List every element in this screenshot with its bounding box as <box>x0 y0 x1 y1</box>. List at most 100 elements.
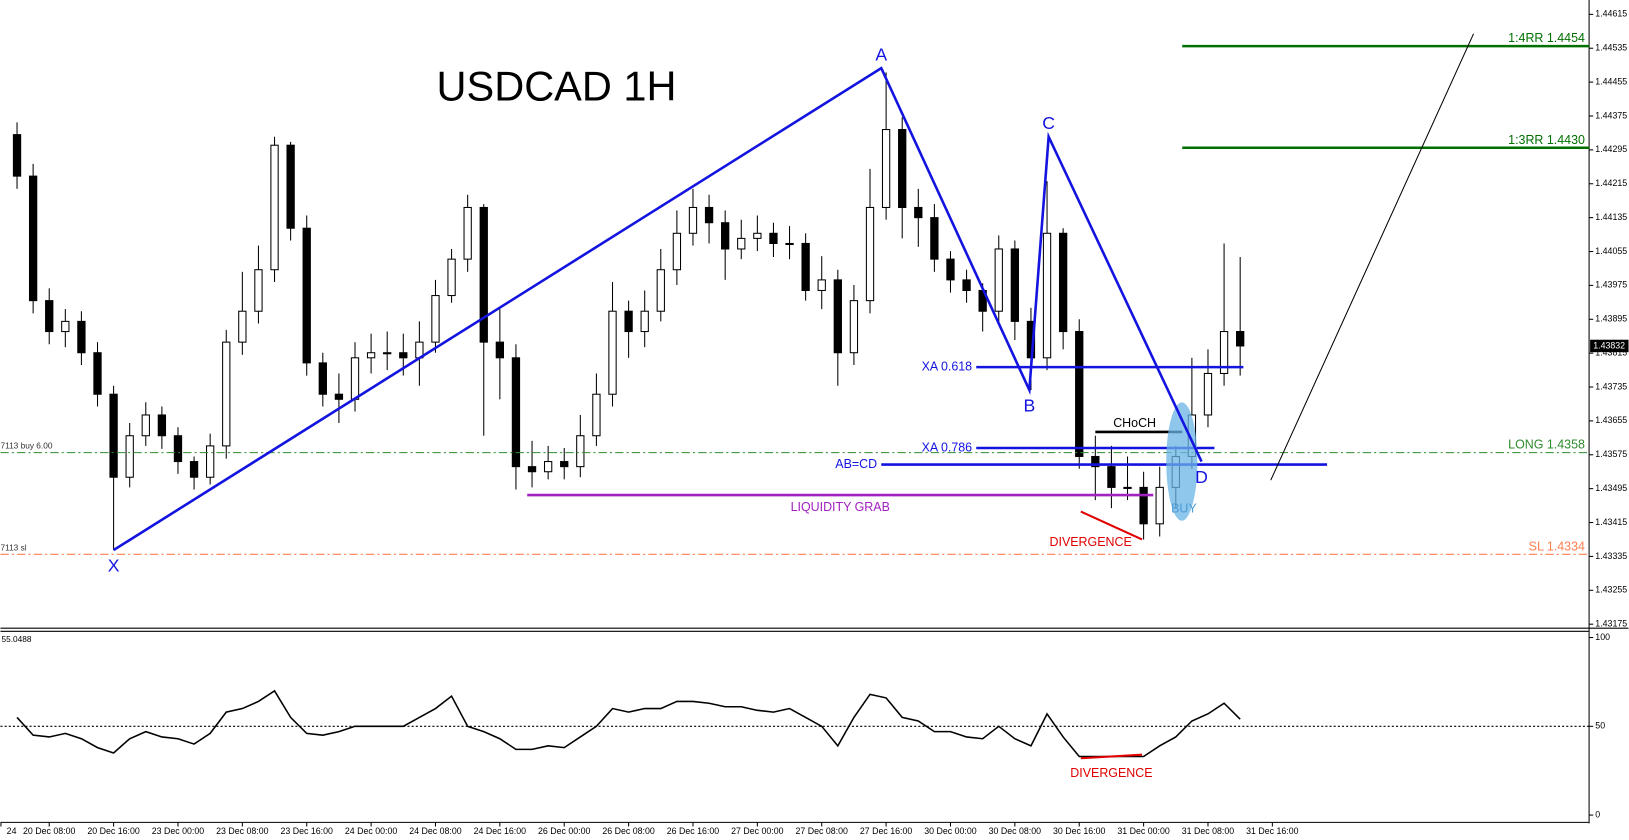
indicator-line <box>16 689 1241 758</box>
y-tick-label: 1.44615 <box>1595 9 1627 19</box>
segment-label: AB=CD <box>835 457 877 471</box>
candle-body <box>302 227 311 364</box>
candle-body <box>1236 331 1245 347</box>
x-tick-label: 30 Dec 08:00 <box>989 826 1042 836</box>
candle-body <box>270 144 279 271</box>
pattern-point-label: A <box>875 44 887 64</box>
segment-label: LIQUIDITY GRAB <box>791 500 890 514</box>
candle-body <box>318 362 327 395</box>
x-tick-label: 26 Dec 16:00 <box>667 826 720 836</box>
candle-body <box>1123 486 1132 489</box>
y-tick-label: 50 <box>1595 721 1605 731</box>
candle-body <box>1091 455 1100 468</box>
candle-body <box>1107 466 1116 488</box>
candle-body <box>592 393 601 437</box>
level-left-label: 7113 buy 6.00 <box>0 441 52 451</box>
level-label: SL 1.4334 <box>1529 539 1585 553</box>
candle-body <box>1219 331 1229 374</box>
x-tick-label: 27 Dec 08:00 <box>796 826 849 836</box>
x-tick-label: 26 Dec 08:00 <box>602 826 655 836</box>
divergence-label: DIVERGENCE <box>1070 766 1152 780</box>
candle-body <box>12 134 22 177</box>
segment-label: CHoCH <box>1113 416 1156 430</box>
candle-body <box>704 206 714 224</box>
candle-body <box>1058 232 1068 333</box>
x-tick-label: 23 Dec 00:00 <box>152 826 205 836</box>
candle-body <box>656 269 665 312</box>
candle-body <box>173 435 183 463</box>
candle-body <box>849 300 859 354</box>
candle-body <box>624 310 633 333</box>
x-tick-label: 31 Dec 00:00 <box>1117 826 1170 836</box>
y-tick-label: 1.43335 <box>1595 551 1627 561</box>
candle-body <box>785 242 794 246</box>
candle-body <box>61 320 70 333</box>
candle-body <box>45 300 54 333</box>
candle-body <box>463 206 472 260</box>
chart-title: USDCAD 1H <box>437 62 677 109</box>
candle-body <box>366 352 376 359</box>
y-tick-label: 1.43655 <box>1595 415 1627 425</box>
x-tick-label: 24 Dec 08:00 <box>409 826 462 836</box>
y-tick-label: 1.43975 <box>1595 280 1627 290</box>
x-tick-label: 20 Dec 08:00 <box>23 826 76 836</box>
candle-body <box>28 175 38 302</box>
candle-body <box>930 217 939 260</box>
candle-body <box>608 310 617 395</box>
x-tick-label: 26 Dec 00:00 <box>538 826 591 836</box>
y-tick-label: 1.43175 <box>1595 619 1627 629</box>
candle-body <box>189 461 199 478</box>
y-tick-label: 1.44535 <box>1595 43 1627 53</box>
candle-body <box>254 269 263 312</box>
candle-body <box>77 320 86 354</box>
divergence-line <box>1080 753 1143 760</box>
candle-body <box>447 258 456 297</box>
x-tick-label: 31 Dec 16:00 <box>1246 826 1299 836</box>
candle-body <box>865 206 875 302</box>
level-label: LONG 1.4358 <box>1508 438 1585 452</box>
y-tick-label: 1.43895 <box>1595 314 1627 324</box>
x-tick-label: 24 <box>7 826 17 836</box>
pattern-point-label: X <box>108 555 120 575</box>
candle-body <box>737 237 746 250</box>
candle-body <box>399 352 408 359</box>
y-tick-label: 1.43495 <box>1595 483 1627 493</box>
candle-body <box>93 352 102 395</box>
level-label: 1:3RR 1.4430 <box>1508 133 1585 147</box>
level-label: 1:4RR 1.4454 <box>1508 31 1585 45</box>
pattern-point-label: B <box>1023 395 1035 415</box>
x-tick-label: 23 Dec 08:00 <box>216 826 269 836</box>
level-left-label: 7113 sl <box>0 542 26 552</box>
x-tick-label: 27 Dec 00:00 <box>731 826 784 836</box>
candle-body <box>479 206 488 343</box>
pattern-point-label: C <box>1042 113 1055 133</box>
candle-body <box>769 232 778 244</box>
candle-body <box>833 279 842 354</box>
y-tick-label: 1.44055 <box>1595 246 1627 256</box>
candle-body <box>914 206 923 219</box>
candle-body <box>576 435 585 468</box>
candle-body <box>141 414 150 437</box>
candle-body <box>994 248 1003 312</box>
x-tick-label: 30 Dec 00:00 <box>924 826 977 836</box>
y-tick-label: 1.43575 <box>1595 449 1627 459</box>
candle-body <box>334 393 344 400</box>
buy-label: BUY <box>1171 502 1197 516</box>
candle-body <box>1155 486 1164 525</box>
candle-body <box>286 144 295 229</box>
candle-body <box>350 357 360 400</box>
segment-label: XA 0.618 <box>922 359 973 373</box>
candle-body <box>560 461 569 468</box>
current-price-label: 1.43832 <box>1593 340 1625 350</box>
y-tick-label: 1.43255 <box>1595 585 1627 595</box>
candle-body <box>383 352 392 355</box>
y-tick-label: 1.44455 <box>1595 76 1627 86</box>
candle-body <box>495 341 505 359</box>
x-tick-label: 31 Dec 08:00 <box>1182 826 1235 836</box>
x-tick-label: 24 Dec 00:00 <box>345 826 398 836</box>
y-tick-label: 1.44215 <box>1595 178 1627 188</box>
candle-body <box>222 341 231 447</box>
divergence-line <box>1080 510 1143 541</box>
